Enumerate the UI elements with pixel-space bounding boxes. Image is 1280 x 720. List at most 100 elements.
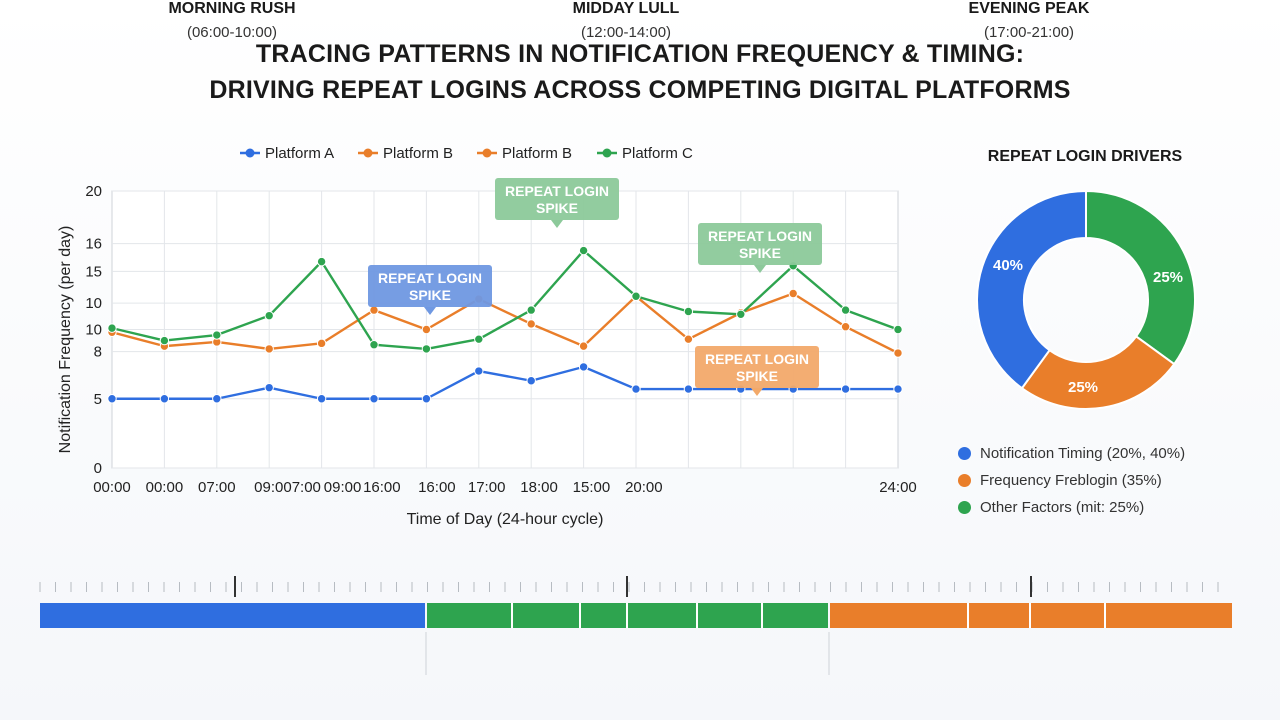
data-point: [578, 245, 589, 256]
x-tick-label: 17:00: [468, 479, 506, 496]
data-point: [683, 334, 694, 344]
donut-slice-label: 25%: [1153, 269, 1183, 286]
data-point: [893, 324, 903, 335]
data-point: [474, 334, 484, 344]
y-tick-label: 15: [85, 263, 102, 280]
data-point: [474, 366, 484, 376]
data-point: [840, 305, 851, 315]
data-point: [107, 323, 117, 333]
legend-dot-icon: [958, 501, 971, 514]
timeline-label-morning: MORNING RUSH (06:00-10:00): [32, 0, 432, 41]
data-point: [212, 330, 222, 340]
x-tick-label: 07:00: [198, 479, 236, 496]
data-point: [421, 394, 432, 404]
data-point: [369, 394, 379, 404]
annotation-box: [368, 265, 492, 307]
donut-slice-label: 40%: [993, 257, 1023, 274]
data-point: [840, 384, 851, 394]
data-point: [264, 310, 274, 321]
x-tick-label: 00:00: [93, 479, 131, 496]
y-tick-label: 0: [94, 460, 102, 477]
data-point: [212, 394, 222, 404]
y-axis-title: Notification Frequency (per day): [57, 226, 74, 454]
data-point: [316, 256, 327, 267]
annotation-pointer: [424, 307, 436, 315]
period-range: (17:00-21:00): [983, 24, 1075, 41]
legend-label: Platform A: [265, 145, 334, 162]
x-tick-label: 20:00: [625, 479, 663, 496]
x-tick-label: 09:007:00: [254, 479, 321, 496]
legend-marker-icon: [482, 148, 492, 158]
annotation-label: REPEAT LOGIN: [705, 351, 809, 367]
donut-slice: [1085, 189, 1196, 366]
data-point: [421, 324, 432, 335]
donut-legend-label: Notification Timing (20%, 40%): [980, 445, 1186, 462]
donut-slice: [975, 189, 1087, 390]
x-tick-label: 16:00: [363, 479, 401, 496]
x-tick-label: 15:00: [573, 479, 611, 496]
annotation-box: [495, 178, 619, 220]
timeline-label-midday: MIDDAY LULL (12:00-14:00): [426, 0, 826, 41]
series-line: [112, 365, 898, 400]
legend-item: Platform A: [240, 145, 334, 162]
y-tick-label: 20: [85, 183, 102, 200]
data-point: [526, 376, 536, 386]
annotation-label: SPIKE: [536, 200, 578, 216]
legend-marker-icon: [363, 148, 373, 158]
y-tick-label: 16: [85, 236, 102, 253]
y-tick-label: 10: [85, 322, 102, 339]
x-tick-label: 18:00: [520, 479, 558, 496]
donut-slice-label: 25%: [1068, 379, 1098, 396]
data-point: [578, 341, 589, 351]
annotation-label: REPEAT LOGIN: [505, 183, 609, 199]
legend-label: Platform B: [383, 145, 453, 162]
data-point: [369, 305, 379, 315]
data-point: [840, 322, 851, 332]
annotation-label: SPIKE: [739, 245, 781, 261]
data-point: [736, 309, 746, 319]
data-point: [316, 394, 327, 404]
data-point: [264, 382, 274, 393]
annotation-label: REPEAT LOGIN: [708, 228, 812, 244]
donut-legend-label: Frequency Freblogin (35%): [980, 472, 1162, 489]
data-point: [369, 340, 379, 350]
x-tick-label: 24:00: [879, 479, 917, 496]
period-name: EVENING PEAK: [968, 0, 1090, 17]
data-point: [631, 384, 641, 394]
period-range: (12:00-14:00): [580, 24, 672, 41]
donut-slice: [1020, 335, 1176, 410]
y-tick-label: 8: [94, 344, 102, 361]
annotation-pointer: [754, 265, 766, 273]
annotation-label: REPEAT LOGIN: [378, 270, 482, 286]
chart-title-line1: TRACING PATTERNS IN NOTIFICATION FREQUEN…: [255, 40, 1025, 68]
y-tick-label: 5: [94, 391, 102, 408]
legend-item: Platform B: [358, 145, 453, 162]
chart-title-line2: DRIVING REPEAT LOGINS ACROSS COMPETING D…: [209, 76, 1071, 104]
legend-label: Platform C: [622, 145, 693, 162]
x-tick-label: 00:00: [146, 479, 184, 496]
data-point: [788, 288, 798, 299]
donut-legend-item: Frequency Freblogin (35%): [958, 467, 1185, 494]
data-point: [421, 344, 432, 354]
legend-label: Platform B: [502, 145, 572, 162]
series-line: [111, 249, 899, 351]
annotation-label: SPIKE: [736, 368, 778, 384]
annotation-box: [698, 223, 822, 265]
data-point: [683, 384, 694, 394]
annotation-pointer: [551, 220, 563, 228]
legend-marker-icon: [602, 148, 612, 158]
donut-legend-label: Other Factors (mit: 25%): [980, 499, 1145, 516]
donut-legend: Notification Timing (20%, 40%) Frequency…: [958, 440, 1185, 521]
donut-legend-item: Notification Timing (20%, 40%): [958, 440, 1185, 467]
x-tick-label: 16:00: [418, 479, 456, 496]
x-axis-title: Time of Day (24-hour cycle): [407, 511, 604, 528]
timeline-segment: [40, 603, 425, 628]
donut-title: REPEAT LOGIN DRIVERS: [987, 148, 1183, 165]
legend-marker-icon: [245, 148, 255, 158]
data-point: [107, 394, 117, 404]
data-point: [526, 305, 536, 315]
